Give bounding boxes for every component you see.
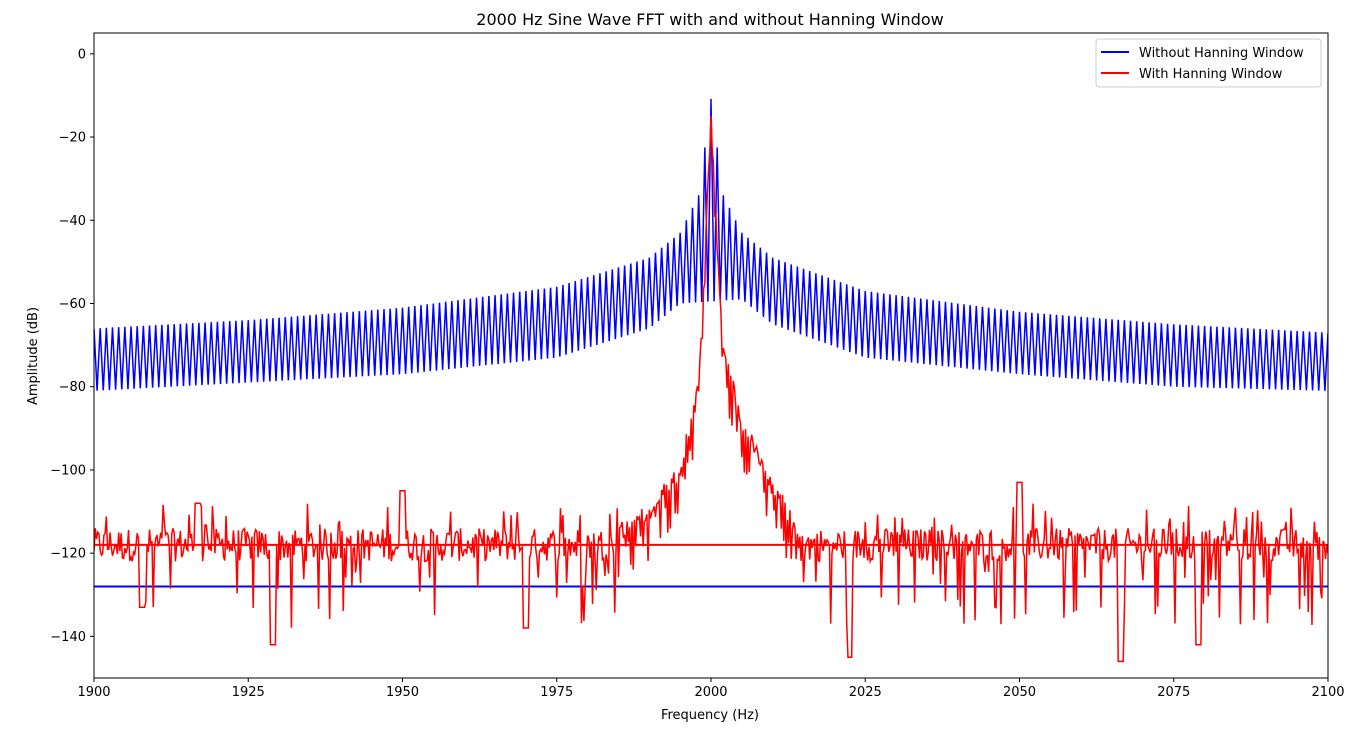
y-tick-label: −20 [59, 131, 86, 146]
x-tick-label: 2075 [1157, 685, 1190, 700]
chart-title: 2000 Hz Sine Wave FFT with and without H… [476, 10, 943, 29]
x-tick-label: 2050 [1003, 685, 1036, 700]
x-tick-label: 2100 [1311, 685, 1344, 700]
legend-box [1095, 38, 1322, 88]
y-tick-label: −60 [59, 297, 86, 312]
y-tick-label: −100 [50, 463, 86, 478]
y-tick-label: 0 [78, 47, 86, 62]
peak-point-with-hanning [710, 115, 712, 118]
x-tick-label: 2025 [849, 685, 882, 700]
x-tick-label: 2000 [694, 685, 727, 700]
x-axis: 1900 1925 1950 1975 2000 2025 2050 2075 2100 [77, 678, 1345, 700]
legend: Without Hanning Window With Hanning Wind… [1095, 38, 1322, 88]
x-tick-label: 1925 [232, 685, 265, 700]
x-axis-label: Frequency (Hz) [661, 708, 759, 723]
peak-point-without-hanning [710, 98, 712, 101]
legend-label-without-hanning: Without Hanning Window [1139, 46, 1304, 61]
x-tick-label: 1950 [386, 685, 419, 700]
y-axis-label: Amplitude (dB) [26, 307, 41, 405]
y-tick-label: −140 [50, 630, 86, 645]
x-tick-label: 1975 [540, 685, 573, 700]
y-tick-label: −80 [59, 380, 86, 395]
y-tick-label: −120 [50, 547, 86, 562]
series-layer [94, 98, 1328, 663]
x-tick-label: 1900 [77, 685, 110, 700]
legend-label-with-hanning: With Hanning Window [1139, 67, 1283, 82]
y-axis: 0 −20 −40 −60 −80 −100 −120 −140 [50, 47, 94, 645]
y-tick-label: −40 [59, 214, 86, 229]
